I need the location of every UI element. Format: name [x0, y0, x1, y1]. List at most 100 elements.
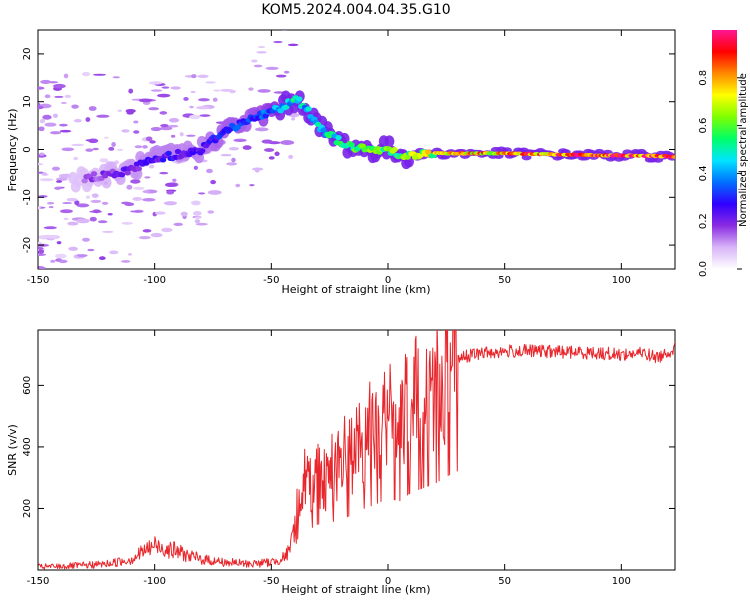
spectrogram-noise-blob	[101, 201, 109, 205]
spectrogram-noise-blob	[132, 197, 143, 201]
spectrogram-noise-blob	[235, 183, 241, 188]
spectrogram-noise-blob	[159, 171, 169, 175]
snr-x-tick-label: -100	[143, 576, 166, 587]
spectrogram-noise-blob	[170, 86, 181, 90]
spectrogram-noise-blob	[193, 165, 199, 170]
spectrogram-noise-blob	[85, 139, 93, 142]
spectrogram-ridge-cell	[348, 142, 355, 148]
spectrogram-ridge-cell	[81, 178, 88, 184]
spectrogram-noise-blob	[172, 178, 177, 183]
spectrogram-noise-blob	[60, 209, 73, 214]
spectrogram-noise-blob	[189, 114, 201, 120]
spectrogram-noise-blob	[166, 190, 175, 195]
spectrogram-noise-blob	[190, 90, 196, 94]
spectrogram-noise-blob	[248, 87, 254, 91]
spectrogram-noise-blob	[98, 256, 106, 261]
spectrogram-noise-blob	[58, 259, 68, 264]
spectrogram-noise-blob	[210, 180, 216, 185]
spectrogram-marks	[38, 30, 675, 281]
spectrogram-ridge-cell	[174, 148, 182, 155]
spectrogram-noise-blob	[149, 140, 156, 144]
spectrogram-y-label: Frequency (Hz)	[6, 109, 19, 192]
spectrogram-x-tick-label: 50	[498, 275, 511, 286]
spectrogram-noise-blob	[44, 94, 51, 99]
spectrogram-noise-blob	[43, 226, 57, 230]
spectrogram-noise-blob	[71, 143, 84, 147]
snr-y-tick-label: 600	[22, 376, 33, 395]
spectrogram-noise-blob	[63, 217, 69, 221]
spectrogram-x-tick-label: 0	[385, 275, 391, 286]
spectrogram-noise-blob	[189, 105, 194, 109]
spectrogram-noise-blob	[109, 250, 119, 255]
spectrogram-noise-blob	[233, 138, 247, 143]
snr-panel: -150 -100 -50 0 50 100 200 400 600 Height of st…	[6, 329, 676, 596]
spectrogram-noise-blob	[130, 179, 141, 184]
spectrogram-noise-blob	[73, 119, 82, 123]
spectrogram-noise-blob	[50, 259, 56, 263]
spectrogram-noise-blob	[76, 254, 88, 257]
spectrogram-noise-blob	[71, 104, 79, 109]
spectrogram-noise-blob	[126, 111, 134, 115]
spectrogram-noise-blob	[275, 74, 287, 78]
spectrogram-noise-blob	[197, 74, 209, 78]
spectrogram-noise-blob	[59, 123, 68, 127]
spectrogram-noise-blob	[104, 136, 109, 139]
spectrogram-noise-blob	[97, 220, 108, 224]
spectrogram-ridge-cell	[234, 124, 241, 130]
spectrogram-noise-blob	[213, 89, 221, 92]
spectrogram-noise-blob	[92, 209, 101, 214]
spectrogram-ridge-cell	[262, 113, 269, 119]
spectrogram-noise-blob	[138, 235, 151, 240]
spectrogram-noise-blob	[142, 197, 156, 202]
spectrogram-ridge-cell	[391, 147, 398, 153]
spectrogram-noise-blob	[183, 96, 189, 101]
spectrogram-noise-blob	[195, 222, 208, 226]
spectrogram-noise-blob	[46, 201, 55, 205]
spectrogram-ridge-cell	[135, 166, 142, 172]
spectrogram-noise-blob	[44, 122, 57, 127]
spectrogram-noise-blob	[67, 279, 80, 281]
spectrogram-y-tick-label: -10	[22, 189, 33, 205]
snr-y-tick-label: 400	[22, 437, 33, 456]
spectrogram-noise-blob	[61, 202, 73, 205]
spectrogram-noise-blob	[38, 86, 45, 90]
spectrogram-noise-blob	[54, 95, 64, 98]
spectrogram-ridge-cell	[165, 150, 172, 156]
spectrogram-noise-blob	[127, 253, 133, 256]
colorbar-tick-label: 0.4	[698, 165, 709, 181]
spectrogram-x-tick-label: -50	[263, 275, 279, 286]
spectrogram-noise-blob	[112, 76, 120, 79]
spectrogram-noise-blob	[249, 184, 255, 187]
colorbar: 0.0 0.2 0.4 0.6 0.8 Normalized spectral ampl…	[698, 30, 749, 277]
spectrogram-ridge-cell	[283, 104, 290, 110]
spectrogram-noise-blob	[38, 253, 47, 257]
spectrogram-noise-blob	[212, 97, 218, 102]
spectrogram-noise-blob	[111, 142, 116, 148]
spectrogram-noise-blob	[170, 134, 176, 138]
spectrogram-noise-blob	[38, 265, 46, 269]
spectrogram-noise-blob	[291, 117, 296, 121]
spectrogram-noise-blob	[82, 71, 91, 77]
spectrogram-noise-blob	[283, 70, 290, 74]
spectrogram-noise-blob	[280, 140, 295, 146]
spectrogram-noise-blob	[41, 172, 48, 176]
spectrogram-noise-blob	[66, 197, 78, 202]
snr-x-tick-label: 100	[612, 576, 631, 587]
spectrogram-noise-blob	[38, 105, 44, 110]
snr-x-ticks: -150 -100 -50 0 50 100	[27, 330, 631, 587]
spectrogram-noise-blob	[42, 114, 52, 120]
spectrogram-noise-blob	[73, 273, 86, 276]
spectrogram-noise-blob	[54, 186, 62, 190]
spectrogram-ridge-cell	[320, 127, 327, 133]
spectrogram-noise-blob	[56, 241, 62, 245]
spectrogram-noise-blob	[53, 83, 66, 89]
spectrogram-noise-blob	[63, 73, 69, 79]
snr-y-tick-label: 200	[22, 499, 33, 518]
spectrogram-noise-blob	[87, 248, 95, 252]
spectrogram-halo	[384, 135, 395, 148]
colorbar-tick-label: 0.8	[698, 70, 709, 86]
spectrogram-noise-blob	[117, 148, 124, 151]
spectrogram-noise-blob	[253, 64, 263, 68]
spectrogram-noise-blob	[38, 206, 41, 210]
